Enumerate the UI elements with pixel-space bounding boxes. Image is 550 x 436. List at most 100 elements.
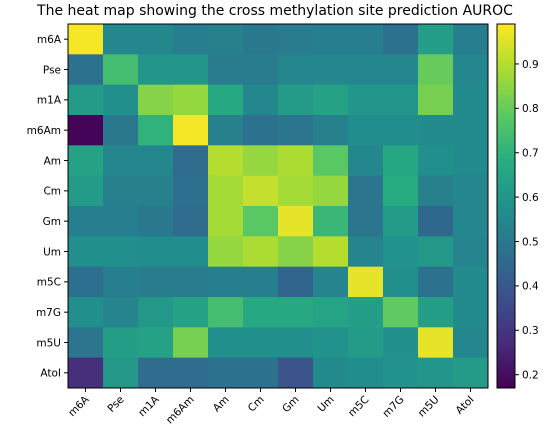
- heatmap-cell: [418, 297, 454, 328]
- heatmap-cell: [243, 236, 279, 268]
- heatmap-cell: [173, 266, 209, 298]
- heatmap-cell: [418, 206, 454, 237]
- heatmap-cell: [138, 357, 174, 389]
- column-tick-label: m5C: [346, 394, 372, 420]
- heatmap-cell: [103, 236, 139, 268]
- colorbar-tick-label: 0.3: [522, 325, 539, 337]
- heatmap-cell: [453, 236, 489, 268]
- heatmap-cell: [383, 327, 419, 359]
- colorbar-segment: [497, 265, 515, 269]
- colorbar-segment: [497, 55, 515, 59]
- heatmap-cell: [383, 145, 419, 177]
- heatmap-cell: [278, 84, 314, 116]
- colorbar-segment: [497, 52, 515, 56]
- colorbar-tick-label: 0.8: [522, 103, 539, 115]
- heatmap-cell: [418, 24, 454, 55]
- heatmap-cell: [68, 115, 104, 146]
- heatmap-cells: [68, 24, 489, 389]
- colorbar-segment: [497, 57, 515, 61]
- heatmap-cell: [243, 115, 279, 146]
- colorbar-segment: [497, 278, 515, 282]
- colorbar-segment: [497, 289, 515, 293]
- colorbar-segment: [497, 208, 515, 212]
- heatmap-cell: [348, 54, 384, 86]
- colorbar-segment: [497, 380, 515, 384]
- colorbar-segment: [497, 203, 515, 207]
- row-tick-label: Am: [44, 155, 61, 167]
- colorbar-segment: [497, 60, 515, 64]
- colorbar-segment: [497, 375, 515, 379]
- row-tick-label: Cm: [43, 186, 61, 198]
- colorbar-segment: [497, 294, 515, 298]
- heatmap-cell: [313, 84, 349, 116]
- colorbar-segment: [497, 193, 515, 197]
- colorbar-tick-label: 0.9: [522, 59, 539, 71]
- heatmap-cell: [243, 54, 279, 86]
- heatmap-cell: [173, 236, 209, 268]
- colorbar-segment: [497, 281, 515, 285]
- heatmap-cell: [348, 327, 384, 359]
- colorbar-segment: [497, 372, 515, 376]
- colorbar-segment: [497, 187, 515, 191]
- column-tick-label: m6Am: [164, 394, 197, 427]
- row-tick-label: Gm: [43, 216, 61, 228]
- colorbar-segment: [497, 291, 515, 295]
- heatmap-cell: [278, 175, 314, 207]
- heatmap-cell: [138, 206, 174, 237]
- colorbar-segment: [497, 263, 515, 267]
- colorbar-segment: [497, 102, 515, 106]
- colorbar-segment: [497, 112, 515, 116]
- colorbar-segment: [497, 94, 515, 98]
- heatmap-cell: [173, 297, 209, 328]
- heatmap-cell: [243, 327, 279, 359]
- colorbar-segment: [497, 65, 515, 69]
- colorbar-segment: [497, 146, 515, 150]
- heatmap-cell: [313, 357, 349, 389]
- heatmap-cell: [418, 84, 454, 116]
- colorbar-segment: [497, 31, 515, 35]
- colorbar-segment: [497, 271, 515, 275]
- heatmap-cell: [278, 54, 314, 86]
- colorbar-segment: [497, 86, 515, 90]
- colorbar-segment: [497, 29, 515, 33]
- heatmap-cell: [348, 357, 384, 389]
- colorbar-segment: [497, 190, 515, 194]
- heatmap-cell: [138, 297, 174, 328]
- heatmap-cell: [383, 297, 419, 328]
- heatmap-cell: [453, 327, 489, 359]
- colorbar-segment: [497, 120, 515, 124]
- colorbar-segment: [497, 250, 515, 254]
- heatmap-cell: [208, 115, 244, 146]
- heatmap-cell: [138, 327, 174, 359]
- heatmap-cell: [383, 206, 419, 237]
- row-tick-label: m6Am: [27, 125, 61, 137]
- colorbar-segment: [497, 310, 515, 314]
- colorbar-frame: [496, 23, 516, 389]
- colorbar-segment: [497, 195, 515, 199]
- colorbar-segment: [497, 245, 515, 249]
- heatmap-cell: [453, 24, 489, 55]
- heatmap-cell: [383, 357, 419, 389]
- colorbar-segment: [497, 91, 515, 95]
- colorbar-segment: [497, 354, 515, 358]
- colorbar-segment: [497, 104, 515, 108]
- colorbar-segment: [497, 172, 515, 176]
- heatmap-cell: [103, 24, 139, 55]
- colorbar-segment: [497, 44, 515, 48]
- colorbar-segment: [497, 89, 515, 93]
- colorbar-segment: [497, 221, 515, 225]
- colorbar-segment: [497, 159, 515, 163]
- colorbar-segment: [497, 242, 515, 246]
- colorbar-segment: [497, 333, 515, 337]
- colorbar-segment: [497, 164, 515, 168]
- heatmap-cell: [453, 54, 489, 86]
- heatmap-cell: [453, 84, 489, 116]
- heatmap-cell: [348, 206, 384, 237]
- colorbar-segment: [497, 211, 515, 215]
- colorbar-segment: [497, 359, 515, 363]
- heatmap-cell: [138, 115, 174, 146]
- colorbar-segment: [497, 364, 515, 368]
- heatmap-cell: [313, 54, 349, 86]
- heatmap-cell: [313, 266, 349, 298]
- colorbar-segment: [497, 247, 515, 251]
